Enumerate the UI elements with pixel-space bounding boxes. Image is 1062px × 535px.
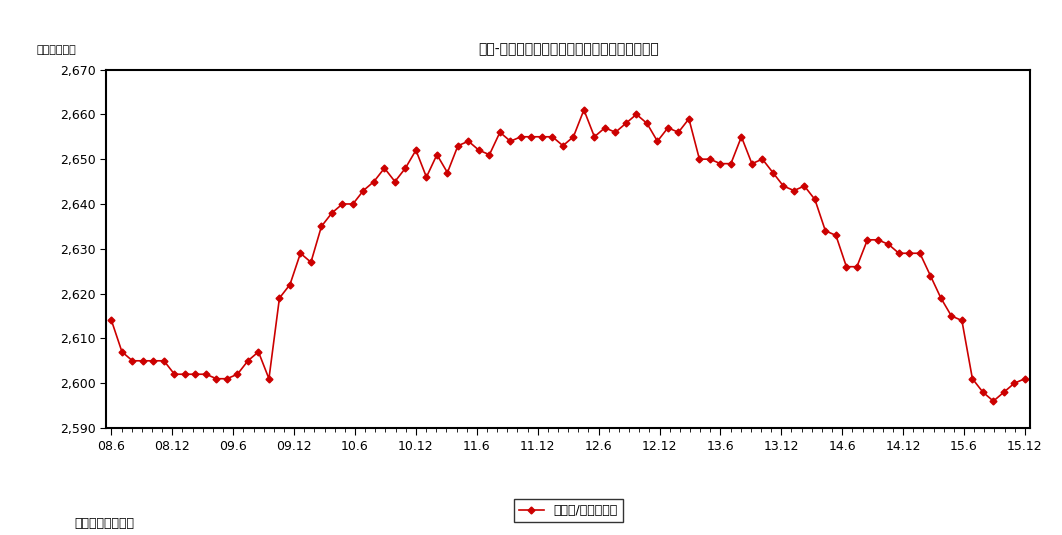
- ビル数/合計（棟）: [651, 138, 664, 144]
- ビル数/合計（棟）: [126, 357, 139, 364]
- ビル数/合計（棟）: [578, 106, 590, 113]
- Line: ビル数/合計（棟）: ビル数/合計（棟）: [109, 108, 1027, 403]
- ビル数/合計（棟）: [987, 398, 999, 404]
- Title: 図表-５　東京都心５区の賃貸オフィスビル棟数: 図表-５ 東京都心５区の賃貸オフィスビル棟数: [478, 42, 658, 56]
- ビル数/合計（棟）: [1018, 376, 1031, 382]
- Legend: ビル数/合計（棟）: ビル数/合計（棟）: [514, 499, 622, 522]
- ビル数/合計（棟）: [105, 317, 118, 324]
- ビル数/合計（棟）: [367, 178, 380, 185]
- Text: ビル数（棟）: ビル数（棟）: [37, 45, 76, 55]
- ビル数/合計（棟）: [829, 232, 842, 239]
- ビル数/合計（棟）: [357, 187, 370, 194]
- ビル数/合計（棟）: [556, 142, 569, 149]
- Text: （出所）三鬼商事: （出所）三鬼商事: [74, 517, 134, 530]
